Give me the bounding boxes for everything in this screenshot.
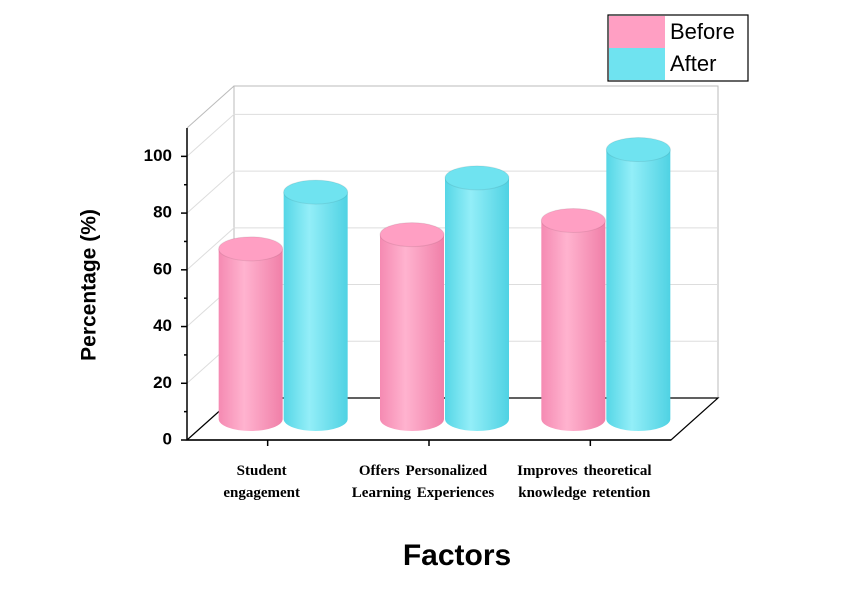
bar — [283, 179, 349, 431]
bar — [540, 207, 606, 431]
legend-label: Before — [670, 19, 735, 44]
bar — [444, 165, 510, 431]
y-tick-label: 100 — [144, 146, 172, 165]
x-tick-label: Improves theoretical knowledge retention — [517, 463, 652, 501]
y-tick-label: 60 — [153, 259, 172, 278]
y-axis-label: Percentage (%) — [78, 209, 101, 361]
y-tick-label: 80 — [153, 203, 172, 222]
bar-body — [218, 248, 283, 431]
y-tick-label: 20 — [153, 373, 172, 392]
bar — [605, 137, 671, 431]
x-tick-label: Student engagement — [223, 463, 300, 501]
bar-top — [444, 165, 510, 191]
bar — [379, 222, 445, 431]
x-axis-label: Factors — [403, 539, 511, 572]
bar-top — [605, 137, 671, 163]
x-tick-label: Offers Personalized Learning Experiences — [351, 463, 495, 501]
bar-top — [218, 236, 284, 262]
bar-body — [283, 192, 348, 431]
bar-top — [540, 207, 606, 233]
legend-swatch — [609, 48, 665, 80]
legend-label: After — [670, 51, 716, 76]
bar-body — [541, 220, 606, 431]
bar-top — [379, 222, 445, 248]
bar — [218, 236, 284, 431]
bar-body — [606, 149, 671, 431]
bar-top — [283, 179, 349, 205]
y-tick-label: 40 — [153, 316, 172, 335]
grid-line — [186, 113, 718, 157]
grid-line — [186, 170, 718, 214]
bar-body — [380, 234, 444, 431]
legend-swatch — [609, 16, 665, 48]
y-tick-label: 0 — [163, 429, 172, 448]
bar-body — [445, 177, 509, 431]
